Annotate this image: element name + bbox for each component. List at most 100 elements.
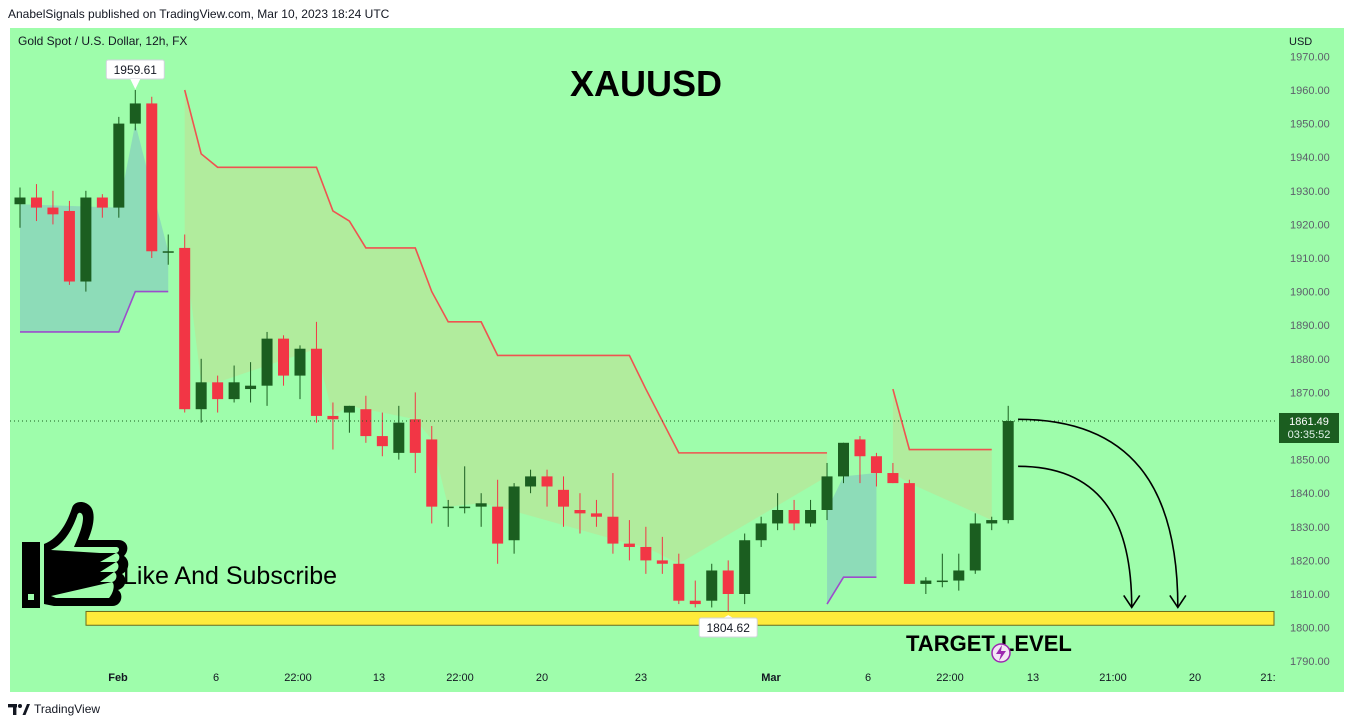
candle[interactable]: [986, 516, 998, 531]
candle[interactable]: [590, 499, 602, 527]
projection-arrowhead: [1169, 594, 1187, 609]
candle[interactable]: [360, 395, 372, 443]
candle[interactable]: [739, 533, 751, 605]
x-tick-label: 13: [373, 672, 385, 684]
candle[interactable]: [212, 375, 224, 413]
candle[interactable]: [162, 234, 174, 265]
candle[interactable]: [755, 516, 767, 547]
projection-arrow[interactable]: [1018, 465, 1133, 608]
chart-area[interactable]: XAUUSD Gold Spot / U.S. Dollar, 12h, FX 19…: [10, 28, 1344, 692]
candle[interactable]: [838, 442, 849, 484]
projection-arrow[interactable]: [1018, 418, 1179, 608]
y-tick-label: 1800.00: [1290, 623, 1330, 635]
candle[interactable]: [903, 479, 915, 584]
candle[interactable]: [47, 190, 59, 225]
candle-body: [14, 197, 26, 205]
candle-body: [179, 247, 191, 410]
candle[interactable]: [574, 493, 586, 534]
candle[interactable]: [821, 462, 833, 521]
x-tick-label: Feb: [108, 672, 128, 684]
candle[interactable]: [261, 331, 273, 406]
candle[interactable]: [426, 426, 438, 524]
candle[interactable]: [129, 90, 141, 131]
candle[interactable]: [96, 194, 108, 218]
axes: USD 1970.00 1960.00 1950.00 1940.00 1930.00 19…: [108, 36, 1339, 684]
candle[interactable]: [772, 493, 784, 531]
candle[interactable]: [656, 536, 668, 574]
candle[interactable]: [442, 499, 454, 527]
y-tick-label: 1810.00: [1290, 589, 1330, 601]
candle-body: [920, 580, 932, 584]
last-price-badge[interactable]: [1279, 412, 1339, 443]
candle-body: [80, 197, 92, 282]
candle[interactable]: [805, 499, 817, 527]
candle[interactable]: [245, 362, 257, 403]
target-level-label: TARGET LEVEL: [906, 631, 1072, 656]
x-tick-label: 21:00: [1099, 672, 1127, 684]
candle[interactable]: [623, 520, 635, 561]
candle[interactable]: [920, 577, 932, 594]
publisher-line: AnabelSignals published on TradingView.c…: [8, 7, 390, 21]
candle[interactable]: [722, 560, 734, 613]
candle-body: [656, 560, 668, 564]
candle[interactable]: [376, 412, 388, 457]
low-marker-pointer: [723, 615, 734, 618]
y-tick-label: 1910.00: [1290, 253, 1330, 265]
candle[interactable]: [492, 479, 504, 564]
candle-body: [821, 476, 833, 510]
candle-body: [986, 520, 998, 524]
candle[interactable]: [854, 436, 866, 484]
x-tick-label: 22:00: [446, 672, 474, 684]
candle[interactable]: [294, 345, 306, 400]
candle[interactable]: [327, 402, 339, 450]
footer-brand[interactable]: TradingView: [8, 702, 100, 716]
candle[interactable]: [409, 392, 421, 474]
candle[interactable]: [969, 513, 981, 574]
candle[interactable]: [525, 469, 537, 494]
candle[interactable]: [673, 553, 685, 605]
candle[interactable]: [393, 405, 405, 460]
candle-body: [96, 197, 108, 208]
target-zone[interactable]: [85, 610, 1275, 626]
candle[interactable]: [278, 335, 290, 386]
candle[interactable]: [887, 462, 899, 484]
candle[interactable]: [459, 466, 471, 514]
supertrend-line-down: [892, 388, 992, 451]
candle[interactable]: [343, 405, 355, 433]
candle[interactable]: [310, 321, 322, 423]
candle[interactable]: [640, 526, 652, 574]
candle[interactable]: [80, 190, 92, 292]
candle[interactable]: [607, 473, 619, 554]
candle[interactable]: [195, 358, 207, 423]
candle[interactable]: [953, 553, 965, 591]
candle[interactable]: [146, 96, 158, 258]
candle-body: [590, 513, 602, 517]
candle[interactable]: [63, 200, 75, 285]
currency-label: USD: [1289, 36, 1312, 48]
candle[interactable]: [541, 469, 553, 507]
candle[interactable]: [228, 365, 240, 403]
candle[interactable]: [706, 563, 718, 608]
candle[interactable]: [870, 452, 882, 487]
y-tick-label: 1920.00: [1290, 219, 1330, 231]
candle[interactable]: [113, 116, 125, 218]
candle[interactable]: [788, 499, 800, 531]
candle[interactable]: [30, 184, 42, 222]
high-marker-pointer: [130, 79, 141, 90]
thumbs-up-icon[interactable]: [22, 502, 129, 608]
candle-body: [969, 523, 981, 571]
candle[interactable]: [558, 476, 570, 527]
candle-body: [278, 338, 290, 376]
candle[interactable]: [1002, 405, 1014, 524]
candle[interactable]: [689, 580, 701, 608]
low-marker-label: 1804.62: [707, 621, 751, 635]
candle[interactable]: [936, 553, 948, 588]
y-tick-label: 1880.00: [1290, 354, 1330, 366]
candlestick-chart[interactable]: XAUUSD Gold Spot / U.S. Dollar, 12h, FX 19…: [10, 28, 1344, 692]
candle[interactable]: [475, 493, 487, 527]
candle[interactable]: [14, 187, 26, 228]
candle[interactable]: [179, 234, 191, 413]
y-tick-label: 1900.00: [1290, 287, 1330, 299]
candle-body: [607, 516, 619, 544]
candle[interactable]: [508, 483, 520, 554]
